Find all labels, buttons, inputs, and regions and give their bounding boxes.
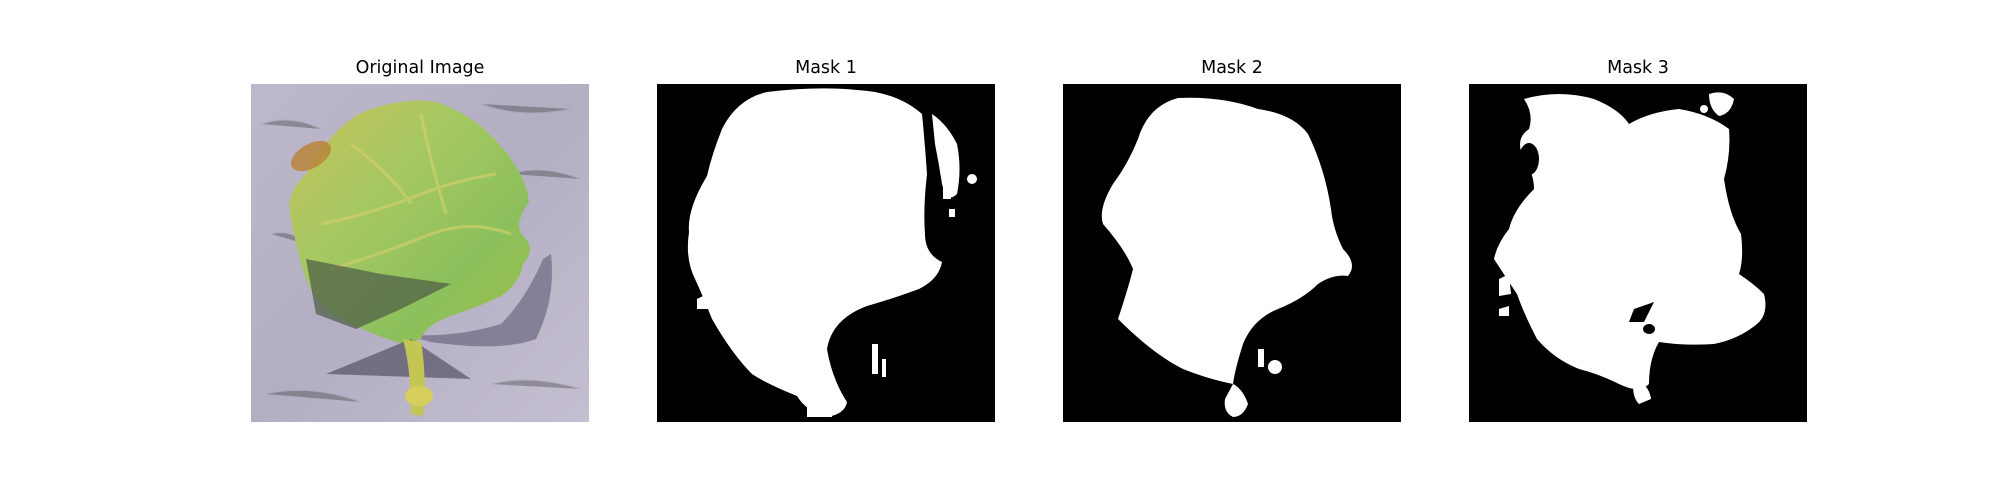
leaf-shadow: [401, 254, 552, 347]
mask-foreground: [1494, 92, 1766, 404]
mask-1-image: [657, 84, 995, 422]
mask-foreground: [1101, 97, 1352, 417]
mask-2-title: Mask 2: [1201, 58, 1263, 78]
mask-foreground: [687, 88, 977, 418]
mask-holes: [1519, 143, 1655, 334]
original-image: [251, 84, 589, 422]
leaf-brown-spot: [291, 140, 331, 172]
mask-1-title: Mask 1: [795, 58, 857, 78]
leaf-veins: [320, 113, 512, 271]
stem-shadow-triangle: [326, 339, 471, 379]
original-image-title: Original Image: [355, 58, 485, 78]
leaf-dark-patch: [306, 259, 451, 329]
mask-3-title: Mask 3: [1607, 58, 1669, 78]
mask-2-image: [1063, 84, 1401, 422]
stem-blob: [405, 386, 433, 406]
mask-3-image: [1469, 84, 1807, 422]
background-texture: [260, 103, 582, 403]
